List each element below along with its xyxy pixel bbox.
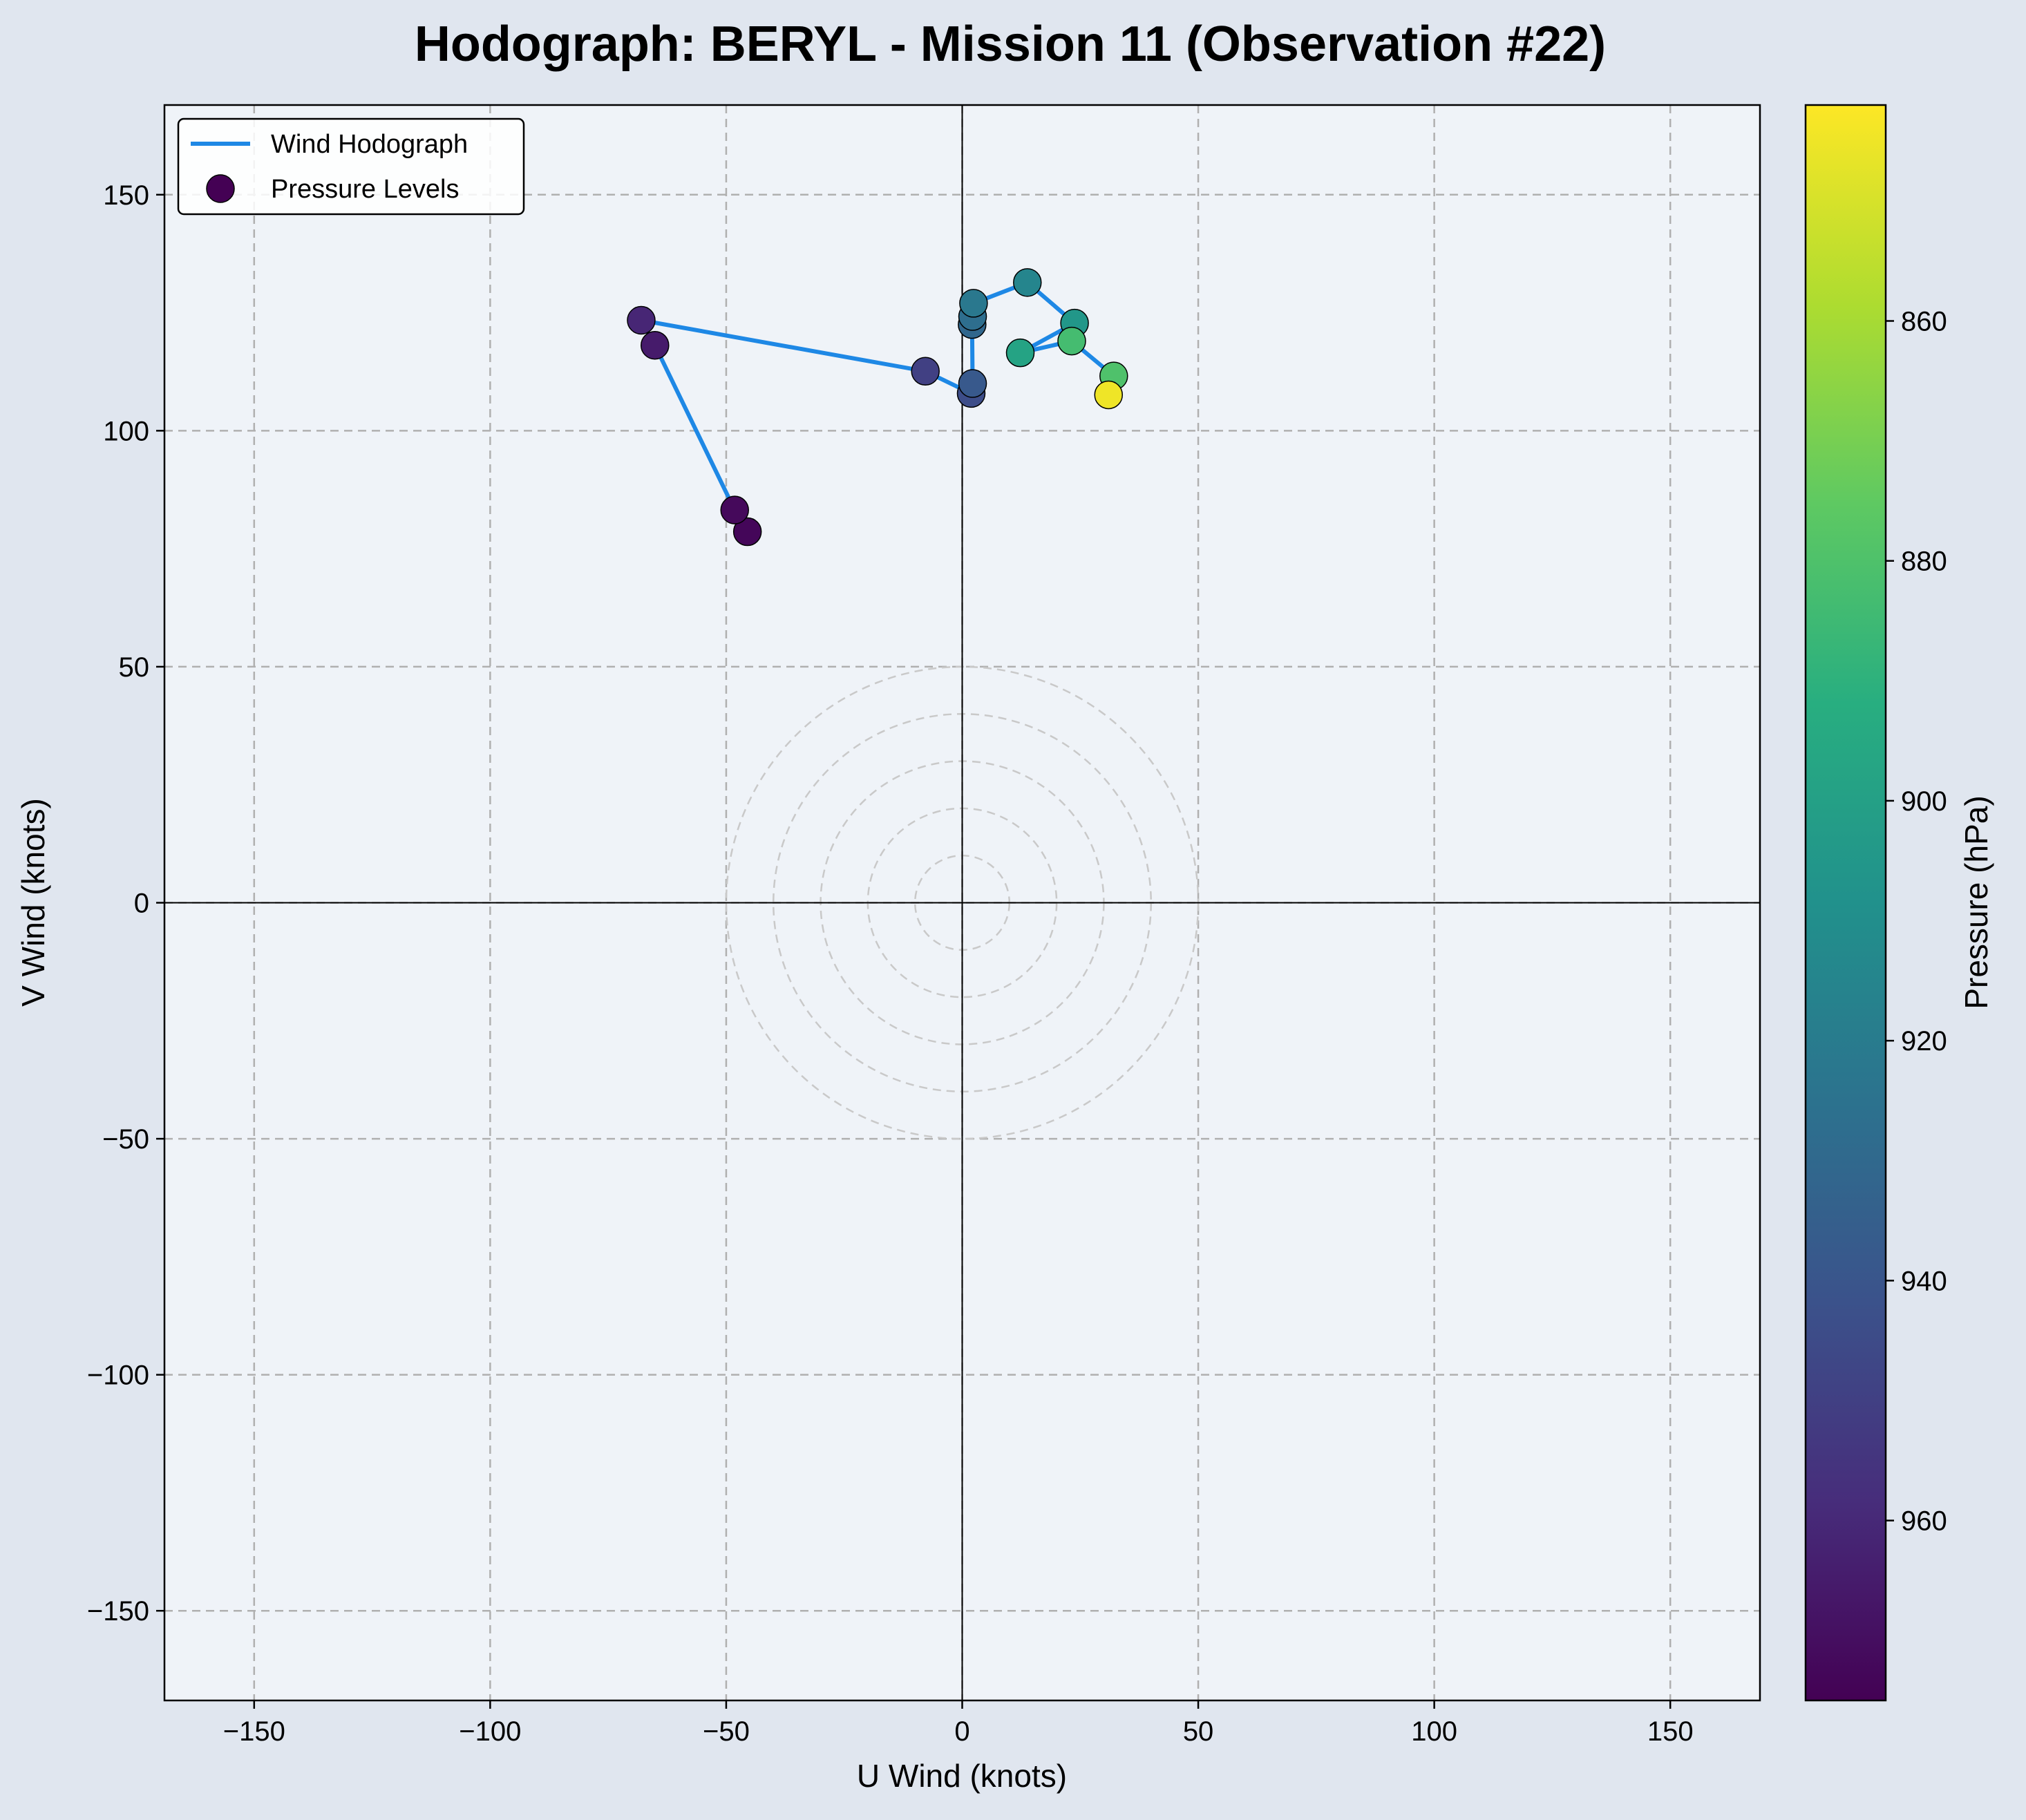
x-tick-label: −100 bbox=[459, 1716, 521, 1747]
pressure-level-point bbox=[627, 305, 656, 335]
colorbar-tick-label: 860 bbox=[1901, 306, 1947, 336]
pressure-level-point bbox=[720, 495, 749, 524]
pressure-level-point bbox=[1013, 268, 1042, 297]
pressure-level-point bbox=[641, 330, 670, 360]
colorbar-tick-label: 900 bbox=[1901, 786, 1947, 817]
x-tick-label: −50 bbox=[703, 1716, 750, 1747]
legend-box bbox=[177, 117, 525, 216]
x-tick-label: 50 bbox=[1183, 1716, 1214, 1747]
pressure-level-points bbox=[627, 268, 1128, 547]
legend-label-pressure: Pressure Levels bbox=[271, 175, 459, 204]
legend-label-hodograph: Wind Hodograph bbox=[271, 130, 468, 159]
colorbar-tick-label: 880 bbox=[1901, 547, 1947, 577]
y-tick-label: 100 bbox=[103, 416, 149, 446]
y-tick-label: 50 bbox=[119, 652, 150, 683]
colorbar-tick-label: 940 bbox=[1901, 1266, 1947, 1296]
zero-axes bbox=[164, 105, 1760, 1700]
pressure-level-point bbox=[1005, 338, 1035, 368]
y-tick-label: −150 bbox=[87, 1596, 149, 1627]
chart-title: Hodograph: BERYL - Mission 11 (Observati… bbox=[415, 17, 1606, 72]
y-tick-label: 0 bbox=[134, 889, 149, 919]
legend-marker-swatch bbox=[206, 174, 235, 203]
pressure-level-point bbox=[732, 517, 762, 547]
legend: Wind Hodograph Pressure Levels bbox=[177, 117, 525, 216]
x-tick-label: 100 bbox=[1411, 1716, 1457, 1747]
y-tick-label: −50 bbox=[102, 1124, 149, 1155]
pressure-level-point bbox=[959, 289, 988, 318]
x-ticks: −150 −100 −50 0 50 100 150 bbox=[223, 1700, 1694, 1747]
y-ticks: 150 100 50 0 −50 −100 −150 bbox=[87, 180, 164, 1627]
x-axis-label: U Wind (knots) bbox=[857, 1758, 1067, 1794]
colorbar-gradient bbox=[1804, 104, 1887, 1702]
colorbar: 860 880 900 920 940 960 Pressure (hPa) bbox=[1804, 104, 1994, 1702]
x-tick-label: 0 bbox=[954, 1716, 969, 1747]
pressure-level-point bbox=[911, 357, 940, 386]
y-tick-label: −100 bbox=[87, 1361, 149, 1391]
pressure-level-point bbox=[958, 369, 987, 398]
x-tick-label: −150 bbox=[223, 1716, 285, 1747]
y-tick-label: 150 bbox=[103, 180, 149, 211]
colorbar-tick-label: 960 bbox=[1901, 1506, 1947, 1537]
colorbar-label: Pressure (hPa) bbox=[1958, 795, 1994, 1009]
pressure-level-point bbox=[1057, 326, 1086, 356]
x-tick-label: 150 bbox=[1647, 1716, 1694, 1747]
y-axis-label: V Wind (knots) bbox=[15, 798, 51, 1007]
colorbar-tick-label: 920 bbox=[1901, 1026, 1947, 1056]
colorbar-ticks: 860 880 900 920 940 960 bbox=[1886, 306, 1947, 1537]
pressure-level-point bbox=[1094, 380, 1124, 410]
